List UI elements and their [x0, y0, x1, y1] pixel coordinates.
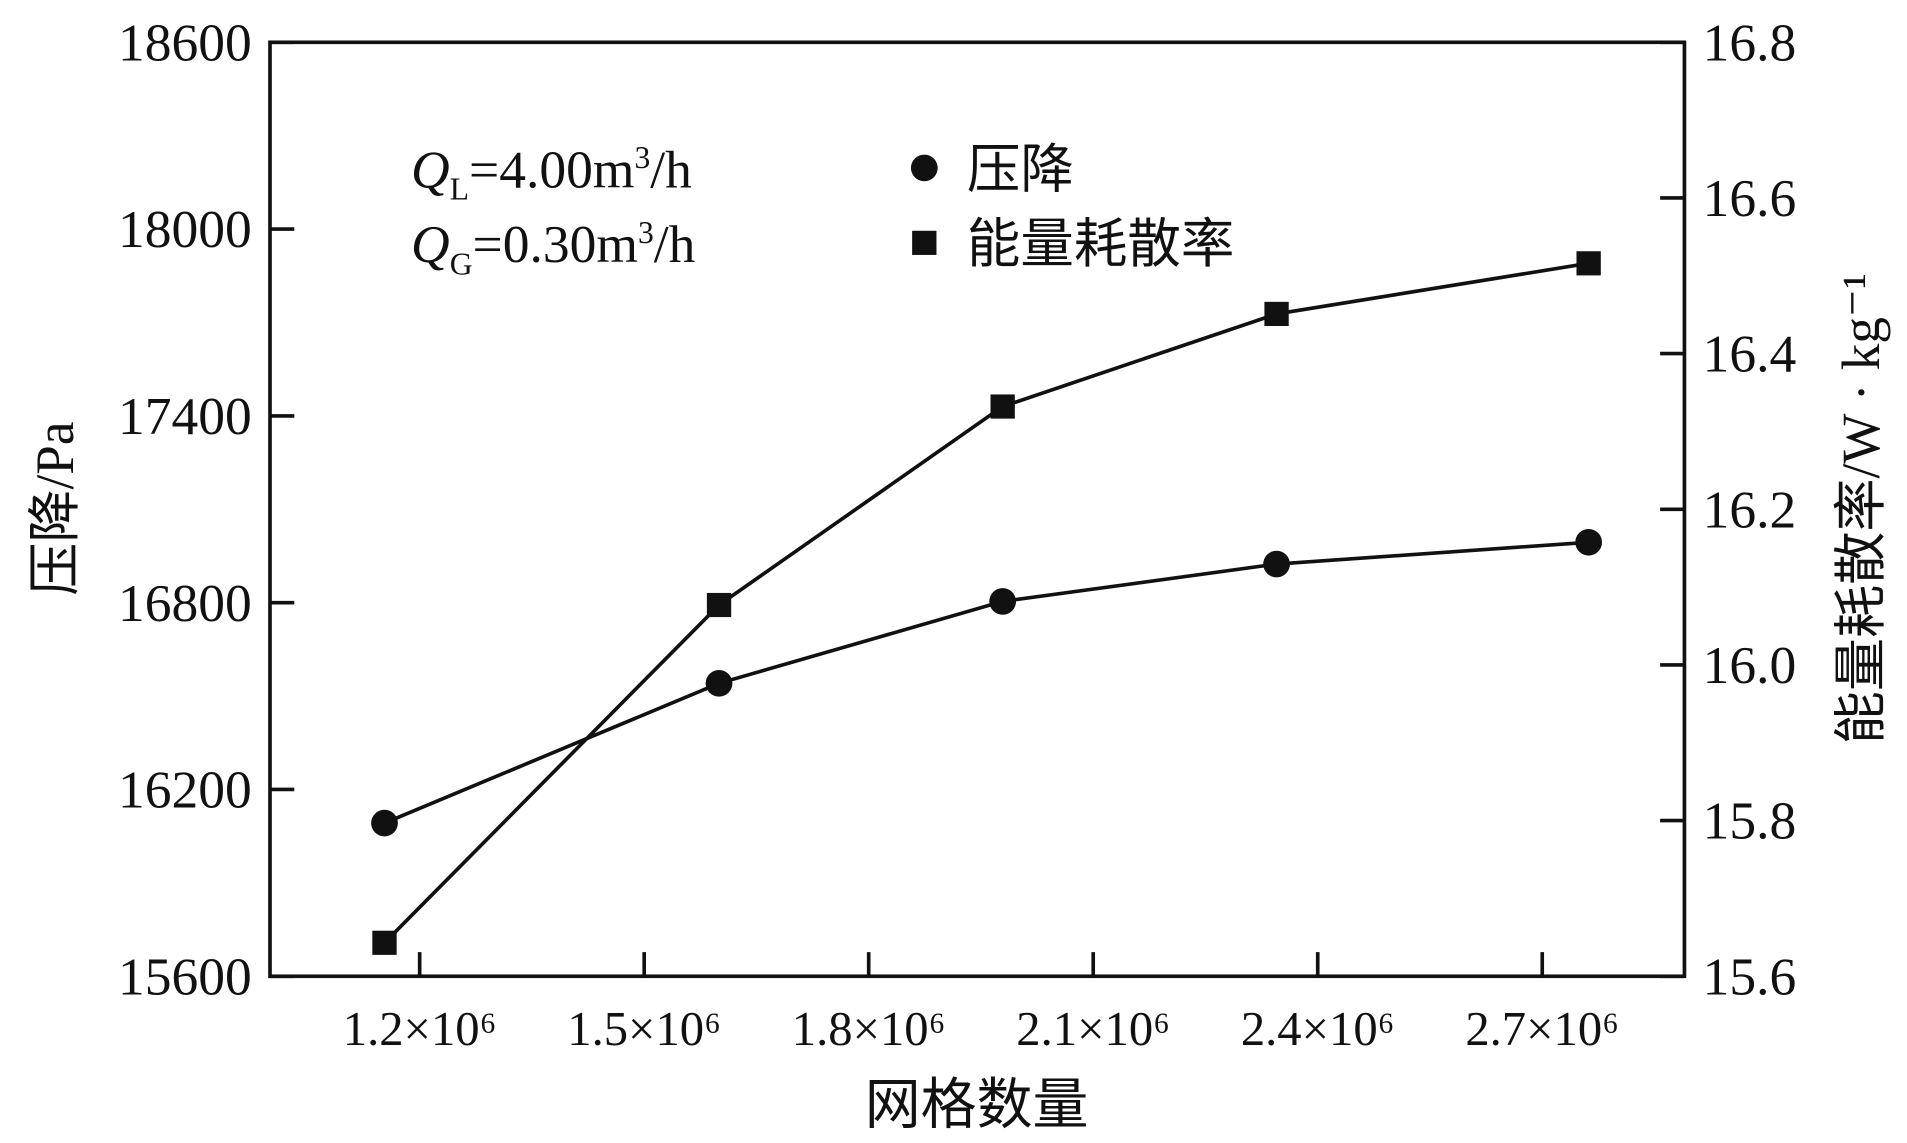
x-tick-label: 1.5×10⁶	[567, 1003, 721, 1056]
x-tick-label: 2.1×10⁶	[1016, 1003, 1170, 1056]
x-tick-label: 1.2×10⁶	[343, 1003, 497, 1056]
x-axis-label: 网格数量	[865, 1075, 1089, 1137]
y-axis-right-label: 能量耗散率/W · kg⁻¹	[1831, 273, 1891, 744]
y-left-tick-label: 16800	[118, 573, 252, 633]
energy-point	[990, 394, 1015, 419]
y-left-tick-label: 15600	[118, 947, 252, 1007]
energy-point	[1576, 251, 1601, 276]
flow-annotation: QL=4.00m3/h QG=0.30m3/h	[411, 139, 695, 281]
y-right-tick-label: 15.6	[1703, 947, 1797, 1007]
energy-point	[1264, 301, 1289, 327]
pressure-point	[371, 809, 398, 837]
y-right-tick-label: 16.2	[1703, 480, 1797, 540]
legend-marker-square	[912, 230, 937, 255]
series-line-energy	[383, 261, 1589, 945]
y-left-tick-label: 17400	[118, 386, 252, 446]
y-axis-left-label: 压降/Pa	[25, 422, 85, 596]
y-left-tick-label: 16200	[118, 760, 252, 820]
energy-point	[706, 592, 732, 618]
legend-marker-circle	[910, 154, 938, 182]
pressure-point	[989, 588, 1017, 615]
y-left-tick-label: 18000	[118, 199, 252, 259]
y-right-tick-label: 16.4	[1703, 324, 1797, 384]
x-tick-label: 2.4×10⁶	[1241, 1003, 1395, 1056]
y-right-tick-label: 15.8	[1703, 791, 1797, 851]
pressure-point	[1575, 528, 1603, 556]
legend-label-energy: 能量耗散率	[967, 214, 1235, 274]
pressure-point	[1263, 550, 1290, 578]
y-left-tick-label: 18600	[118, 13, 252, 73]
y-right-tick-label: 16.6	[1703, 168, 1797, 228]
x-tick-label: 2.7×10⁶	[1465, 1003, 1619, 1056]
energy-point	[372, 930, 397, 955]
y-right-tick-label: 16.8	[1703, 13, 1797, 73]
series-line-pressure	[383, 540, 1589, 825]
pressure-point	[705, 670, 733, 697]
legend: 压降 能量耗散率	[910, 139, 1235, 274]
legend-label-pressure: 压降	[967, 139, 1074, 199]
y-right-tick-label: 16.0	[1703, 635, 1797, 695]
svg-text:QL=4.00m3/h: QL=4.00m3/h	[411, 139, 692, 206]
svg-text:QG=0.30m3/h: QG=0.30m3/h	[411, 214, 695, 281]
x-tick-label: 1.8×10⁶	[792, 1003, 946, 1056]
